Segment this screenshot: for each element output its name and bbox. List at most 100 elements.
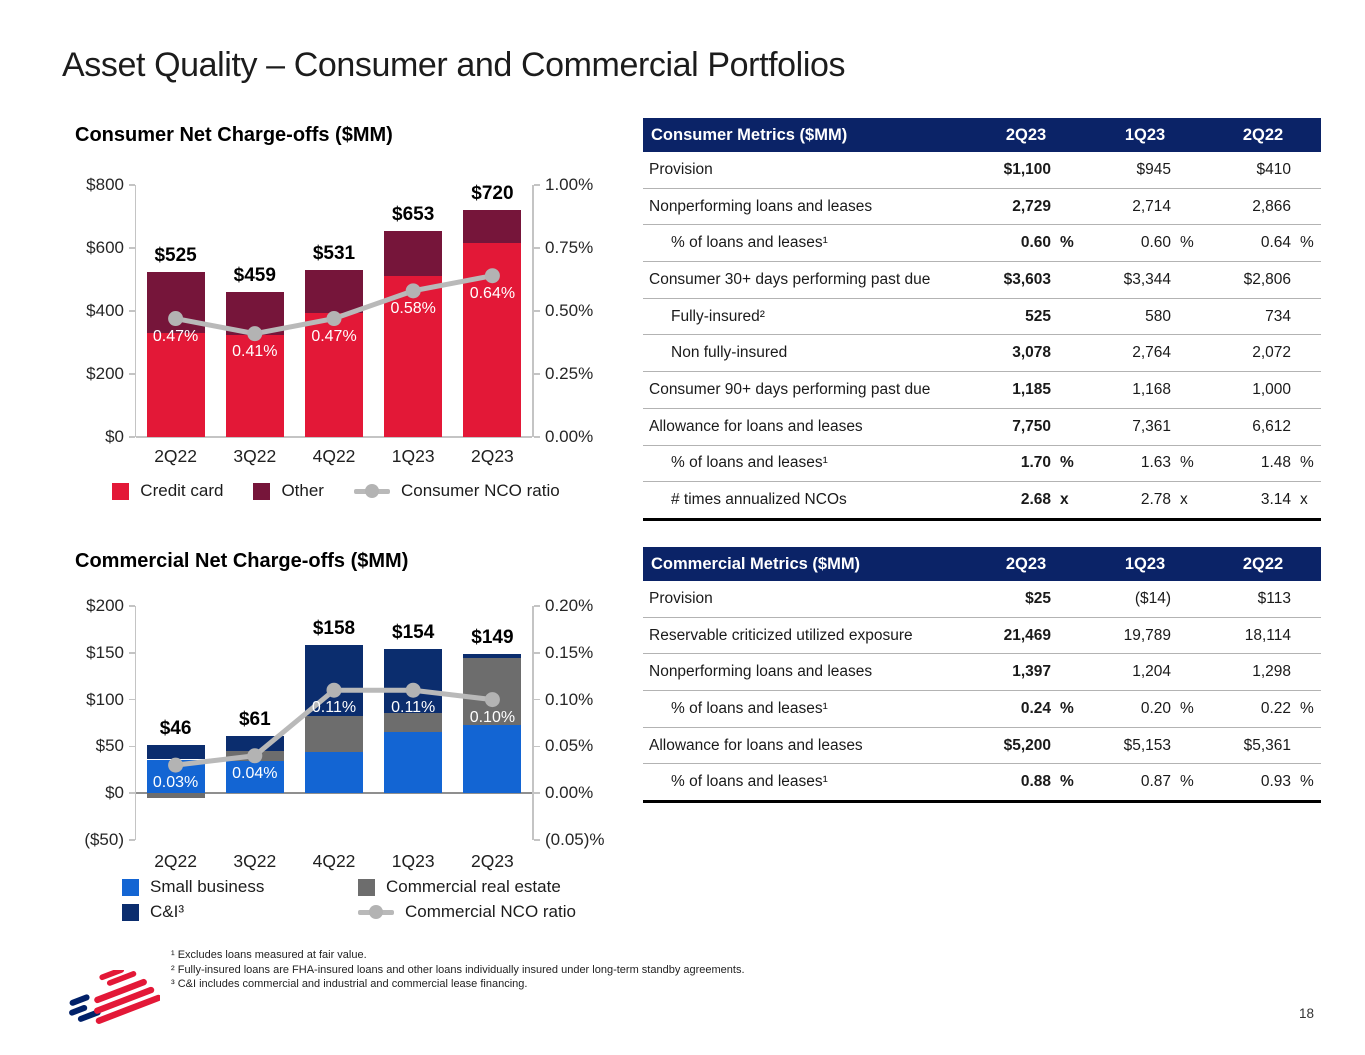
table-row: % of loans and leases¹ 0.24% 0.20% 0.22% [643,691,1321,728]
cell-value: $1,100 [1003,160,1051,178]
axis-tick [128,745,135,748]
bar-segment-c-i- [225,736,284,752]
cell-unit: % [1060,234,1074,252]
row-label: Allowance for loans and leases [649,417,863,435]
bar-segment-small-business [305,752,363,794]
bar-segment-c-i- [384,649,443,713]
page-number: 18 [1299,1006,1315,1021]
cell-value: 1.63 [1140,454,1171,472]
cell-unit: % [1060,699,1074,717]
right-axis-tick-label: 0.50% [545,301,594,320]
cell-unit: % [1180,699,1194,717]
legend-swatch-icon [122,903,139,921]
legend-label: Commercial real estate [386,877,561,896]
right-axis-line [532,185,534,437]
cell-value: 580 [1145,307,1171,325]
cell-unit: % [1180,454,1194,472]
chart-legend: Credit card Other Consumer NCO ratio [106,481,566,501]
cell-unit: % [1180,234,1194,252]
nco-ratio-value-label: 0.47% [311,327,357,345]
row-label: % of loans and leases¹ [671,454,828,472]
cell-value: 18,114 [1244,626,1291,644]
cell-value: $5,200 [1003,736,1051,754]
axis-tick [533,310,540,312]
nco-ratio-marker [484,268,500,284]
bar-total-label: $720 [471,183,514,205]
footnotes: ¹ Excludes loans measured at fair value.… [171,948,745,992]
right-axis-tick-label: 0.05% [545,736,594,756]
cell-value: 3.14 [1260,491,1291,509]
cell-unit: % [1180,773,1194,791]
cell-value: 525 [1025,307,1051,325]
table-col-header: 1Q23 [1124,125,1166,144]
nco-ratio-marker [484,692,500,708]
cell-value: $2,806 [1243,270,1291,288]
legend-swatch-icon [358,878,375,896]
axis-tick [533,745,540,748]
bar-total-label: $653 [392,204,435,226]
bar-segment-small-business [463,724,522,794]
nco-ratio-marker [326,682,342,698]
y-axis-tick-label: $0 [105,783,124,803]
table-col-header: 2Q22 [1242,125,1284,144]
bar-total-label: $154 [392,622,435,644]
bar-segment-credit-card [384,276,443,437]
table-row: Allowance for loans and leases $5,200 $5,1… [643,728,1321,765]
axis-tick [533,652,540,654]
right-axis-tick-label: 0.25% [545,364,594,383]
bar-segment-commercial-real-estate [146,793,205,798]
table-col-header: 2Q23 [1005,554,1047,573]
row-label: Nonperforming loans and leases [649,663,873,681]
cell-value: 0.20 [1140,699,1171,717]
table-row: Consumer 90+ days performing past due 1,1… [643,372,1321,409]
legend-label: Small business [150,877,265,896]
legend-item: Small business [122,877,264,897]
cell-value: 6,612 [1252,417,1291,435]
footnote-line: ¹ Excludes loans measured at fair value. [171,949,367,961]
legend-item: C&I³ [122,902,184,922]
cell-value: 0.64 [1260,234,1291,252]
table-row: Provision $1,100 $945 $410 [643,152,1321,189]
row-label: % of loans and leases¹ [671,773,828,791]
axis-tick [533,373,540,375]
bar-segment-small-business [384,732,443,794]
cell-value: $945 [1136,160,1171,178]
cell-value: $410 [1256,160,1291,178]
cell-value: 0.24 [1020,699,1051,717]
cell-value: 1,204 [1132,663,1171,681]
nco-ratio-line [168,682,500,773]
legend-label: Credit card [140,481,224,500]
bank-logo-icon [69,970,160,1024]
cell-unit: % [1060,773,1074,791]
table-row: % of loans and leases¹ 0.60% 0.60% 0.64% [643,225,1321,263]
y-axis-tick-label: $100 [86,689,124,709]
y-axis-tick-label: ($50) [84,830,124,849]
table-row: Reservable criticized utilized exposure 2… [643,618,1321,655]
cell-value: $5,361 [1243,736,1291,754]
nco-ratio-line-legend-icon [358,904,394,921]
page-title: Asset Quality – Consumer and Commercial … [62,46,846,84]
table-row: Provision $25 ($14) $113 [643,581,1321,618]
axis-tick [533,605,540,607]
right-axis-tick-label: 1.00% [545,175,594,194]
right-axis-tick-label: 0.00% [545,783,594,803]
x-axis-category-label: 4Q22 [312,851,356,871]
cell-value: $113 [1257,589,1291,607]
bar-segment-commercial-real-estate [305,716,363,752]
table-row: Nonperforming loans and leases 1,397 1,204… [643,654,1321,692]
nco-ratio-value-label: 0.03% [152,774,199,792]
nco-ratio-marker [326,311,342,327]
y-axis-tick-label: $50 [95,736,124,756]
legend-item: Commercial real estate [358,877,561,897]
nco-ratio-value-label: 0.11% [311,699,357,717]
footnote-line: ² Fully-insured loans are FHA-insured lo… [171,963,745,976]
cell-value: 2,072 [1252,344,1291,362]
nco-ratio-marker [405,283,421,299]
row-label: Fully-insured² [671,307,765,325]
table-row: % of loans and leases¹ 1.70% 1.63% 1.48% [643,446,1321,483]
cell-value: 1,000 [1252,380,1291,398]
x-axis-category-label: 3Q22 [233,446,277,466]
cell-unit: x [1300,491,1308,509]
nco-ratio-value-label: 0.10% [469,708,516,726]
